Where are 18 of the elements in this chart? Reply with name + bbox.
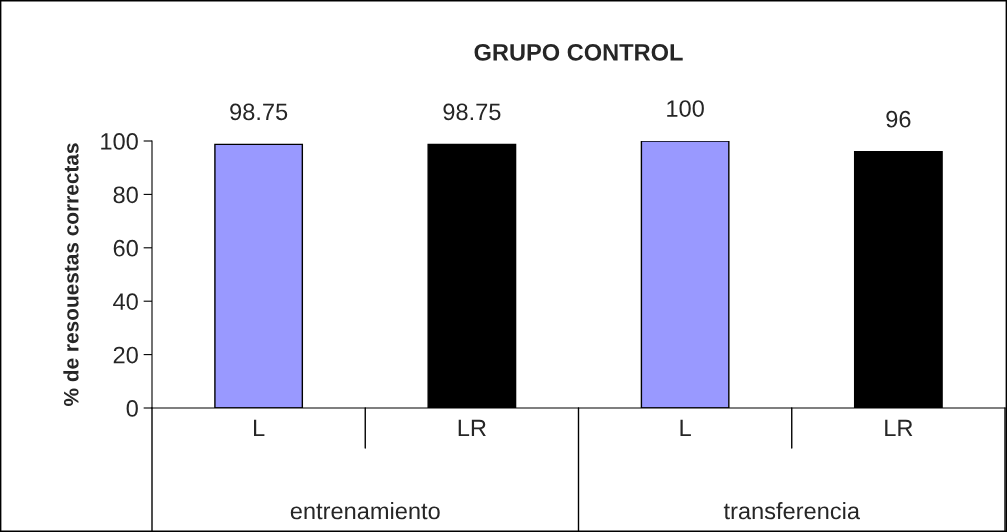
y-tick-label: 0: [126, 400, 138, 417]
data-label: 96: [886, 110, 911, 128]
y-tick-label: 100: [101, 133, 138, 150]
x-tick-label: LR: [885, 419, 913, 437]
y-tick-label: 60: [113, 239, 138, 257]
x-tick-label: LR: [458, 419, 486, 437]
data-label: 98.75: [443, 103, 501, 121]
y-tick-label: 40: [113, 293, 138, 310]
y-tick-label: 20: [113, 346, 138, 364]
x-tick-label: L: [680, 419, 691, 437]
data-label: 100: [667, 100, 704, 117]
x-tick-label: L: [254, 419, 265, 437]
y-tick-label: 80: [113, 186, 138, 204]
data-label: 98.75: [230, 103, 288, 121]
text: entrenamiento: [290, 501, 440, 520]
y-axis-title: % de resouestas correctas: [63, 143, 79, 406]
chart-title: GRUPO CONTROL: [474, 43, 683, 61]
text: transferencia: [723, 501, 860, 520]
